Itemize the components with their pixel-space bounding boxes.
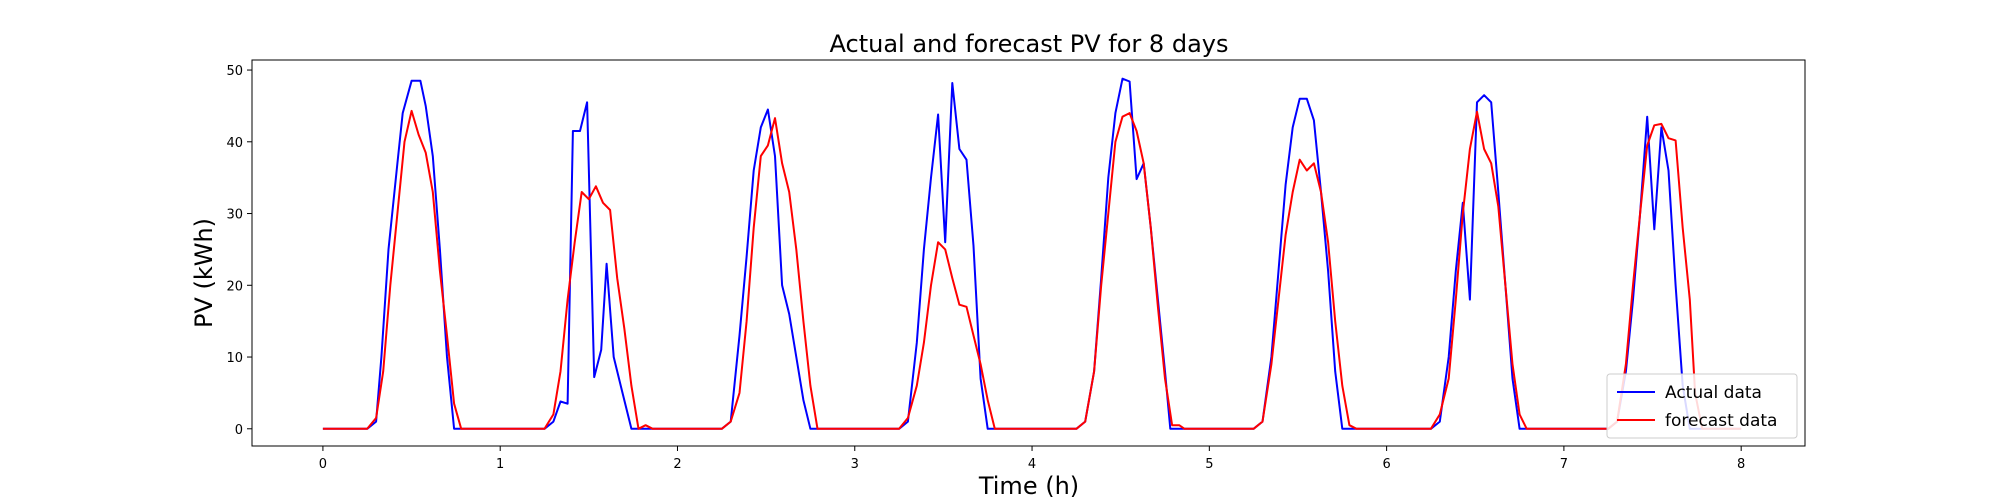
x-tick-label: 0	[319, 457, 327, 472]
y-tick-label: 30	[226, 208, 243, 223]
x-tick-label: 2	[673, 457, 681, 472]
legend-label-forecast: forecast data	[1665, 411, 1777, 431]
chart-title: Actual and forecast PV for 8 days	[830, 30, 1229, 58]
y-tick-label: 50	[226, 64, 243, 79]
x-tick-label: 3	[851, 457, 859, 472]
series-line-actual	[322, 77, 1742, 430]
x-tick-label: 4	[1028, 457, 1036, 472]
x-axis-title: Time (h)	[978, 472, 1079, 500]
y-tick-label: 40	[226, 136, 243, 151]
legend: Actual data forecast data	[1606, 373, 1798, 439]
plot-area: 0 1 2 3 4 5 6 7 8 0 10 20 30 40 50	[226, 59, 1806, 472]
y-tick-label: 20	[226, 279, 243, 294]
plot-frame	[251, 59, 1806, 447]
series-line-forecast	[322, 109, 1742, 430]
y-tick-label: 0	[235, 423, 243, 438]
x-tick-label: 7	[1560, 457, 1568, 472]
y-axis-title: PV (kWh)	[190, 218, 218, 328]
x-tick-label: 8	[1737, 457, 1745, 472]
x-tick-label: 6	[1382, 457, 1390, 472]
y-tick-label: 10	[226, 351, 243, 366]
x-tick-label: 5	[1205, 457, 1213, 472]
legend-box	[1606, 373, 1798, 439]
x-tick-label: 1	[496, 457, 504, 472]
legend-label-actual: Actual data	[1665, 383, 1762, 403]
